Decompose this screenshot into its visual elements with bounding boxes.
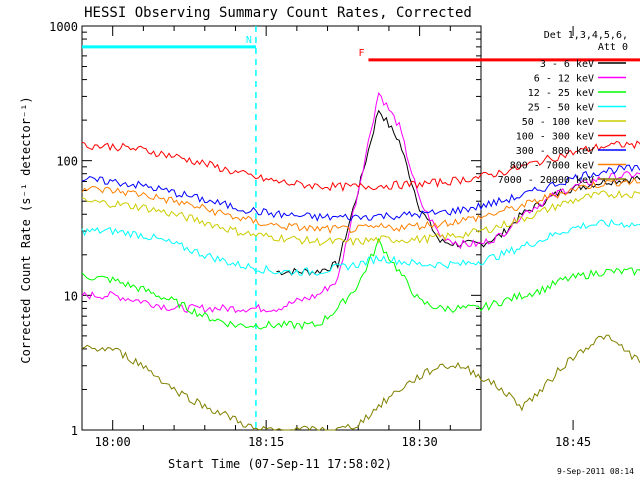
chart-title: HESSI Observing Summary Count Rates, Cor… bbox=[84, 5, 472, 21]
legend-entry-label: 300 - 800 keV bbox=[516, 146, 594, 157]
vertical-markers bbox=[255, 26, 257, 430]
series-line bbox=[81, 237, 640, 331]
y-tick-label: 1000 bbox=[49, 20, 78, 34]
legend-entry-label: 50 - 100 keV bbox=[522, 117, 594, 128]
legend: Det 1,3,4,5,6,Att 0 3 - 6 keV 6 - 12 keV 12… bbox=[498, 30, 628, 186]
legend-entry-label: 800 - 7000 keV bbox=[510, 161, 594, 172]
x-tick-label: 18:15 bbox=[248, 435, 284, 449]
series-line bbox=[81, 140, 640, 193]
series-line bbox=[81, 164, 640, 222]
legend-entry-label: 25 - 50 keV bbox=[528, 103, 594, 114]
x-tick-label: 18:30 bbox=[402, 435, 438, 449]
legend-entry-label: 3 - 6 keV bbox=[540, 59, 594, 70]
series-layer bbox=[81, 91, 640, 431]
legend-header: Det 1,3,4,5,6, bbox=[544, 30, 628, 41]
legend-entry-label: 12 - 25 keV bbox=[528, 88, 594, 99]
state-label: F bbox=[358, 48, 364, 59]
annotations: NFS bbox=[82, 35, 640, 62]
y-tick-label: 100 bbox=[56, 155, 78, 169]
legend-entry-label: 6 - 12 keV bbox=[534, 74, 594, 85]
x-tick-label: 18:00 bbox=[95, 435, 131, 449]
x-tick-label: 18:45 bbox=[555, 435, 591, 449]
y-axis-label: Corrected Count Rate (s⁻¹ detector⁻¹) bbox=[19, 96, 33, 363]
series-line bbox=[81, 177, 640, 235]
legend-entry-label: 100 - 300 keV bbox=[516, 132, 594, 143]
legend-header: Att 0 bbox=[598, 42, 628, 53]
x-axis-label: Start Time (07-Sep-11 17:58:02) bbox=[168, 457, 392, 471]
series-line bbox=[81, 91, 640, 314]
y-tick-label: 10 bbox=[64, 289, 78, 303]
series-line bbox=[81, 189, 640, 247]
series-line bbox=[81, 334, 640, 431]
timestamp-footer: 9-Sep-2011 08:14 bbox=[557, 467, 634, 476]
state-label: N bbox=[246, 35, 252, 46]
series-line bbox=[276, 109, 640, 277]
legend-entry-label: 7000 - 20000 keV bbox=[498, 175, 594, 186]
y-tick-label: 1 bbox=[71, 424, 78, 438]
series-line bbox=[81, 218, 640, 276]
